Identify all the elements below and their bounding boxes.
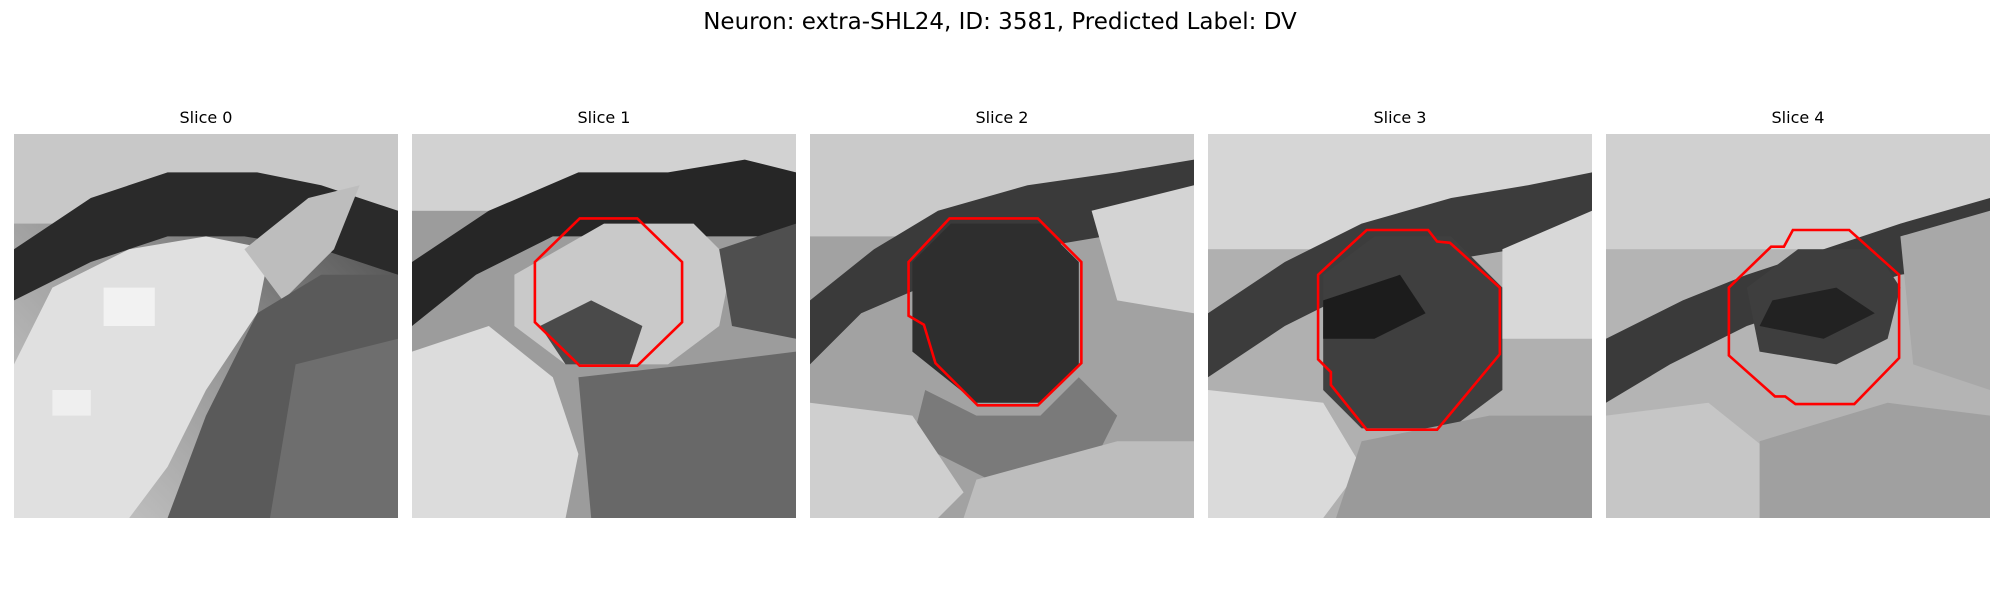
slice-panel-3: Slice 3 (1208, 108, 1592, 528)
slice-title-0: Slice 0 (179, 108, 233, 127)
slice-title-3: Slice 3 (1373, 108, 1427, 127)
slice-image-4 (1606, 134, 1990, 518)
slice-image-0 (14, 134, 398, 518)
slice-panel-2: Slice 2 (810, 108, 1194, 528)
slice-panel-0: Slice 0 (14, 108, 398, 528)
slice-image-1 (412, 134, 796, 518)
contour-outline-2 (909, 218, 1082, 405)
slice-panel-1: Slice 1 (412, 108, 796, 528)
figure-title: Neuron: extra-SHL24, ID: 3581, Predicted… (703, 9, 1297, 35)
contour-outline-1 (535, 218, 682, 365)
contour-outline-3 (1318, 230, 1500, 430)
contour-outline-4 (1729, 230, 1899, 404)
slice-title-1: Slice 1 (577, 108, 631, 127)
slice-image-3 (1208, 134, 1592, 518)
slice-image-2 (810, 134, 1194, 518)
slice-title-4: Slice 4 (1771, 108, 1825, 127)
slice-panel-4: Slice 4 (1606, 108, 1990, 528)
slice-title-2: Slice 2 (975, 108, 1029, 127)
